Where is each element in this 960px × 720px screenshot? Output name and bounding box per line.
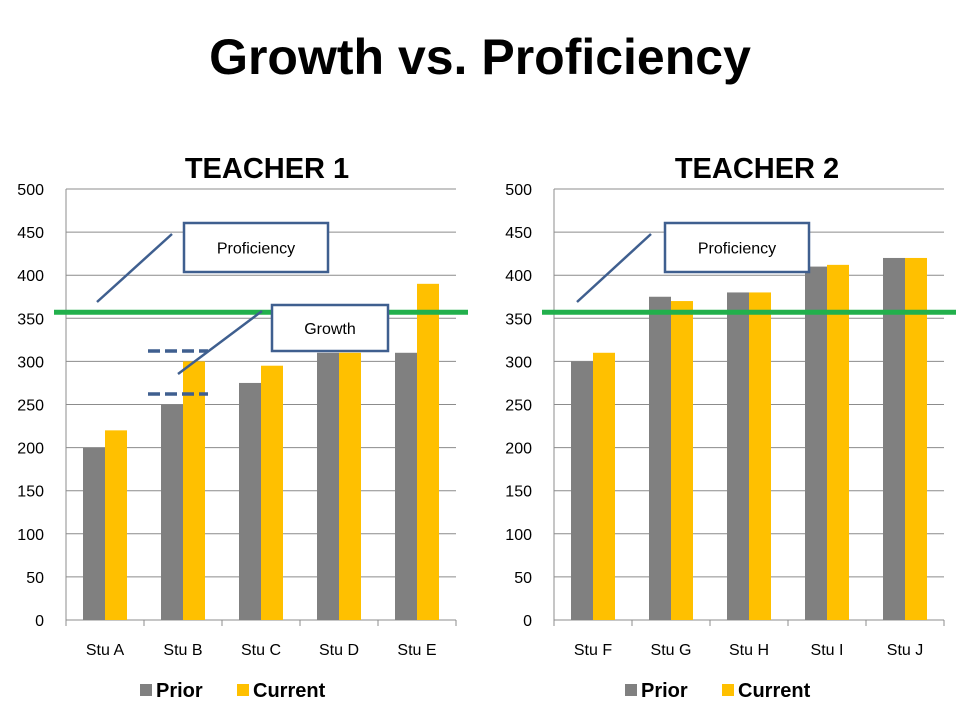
y-tick-label: 350 [505, 311, 532, 328]
x-tick-label: Stu J [887, 642, 923, 659]
y-tick-label: 100 [17, 527, 44, 544]
x-tick-label: Stu I [811, 642, 844, 659]
legend-label-prior: Prior [641, 680, 688, 702]
bar-current-stu-f [593, 352, 615, 620]
y-tick-label: 0 [35, 613, 44, 630]
x-tick-label: Stu B [163, 642, 202, 659]
y-tick-label: 50 [26, 570, 44, 587]
y-tick-label: 100 [505, 527, 532, 544]
bar-current-stu-j [905, 257, 927, 620]
y-tick-label: 250 [505, 398, 532, 415]
y-tick-label: 450 [505, 225, 532, 242]
page-title: Growth vs. Proficiency [209, 29, 751, 85]
bar-prior-stu-i [805, 266, 827, 620]
x-tick-label: Stu D [319, 642, 359, 659]
callout-label-proficiency: Proficiency [698, 241, 776, 258]
bar-current-stu-b [183, 361, 205, 620]
callout-pointer [177, 310, 263, 375]
bar-current-stu-g [671, 301, 693, 620]
x-tick-label: Stu E [397, 642, 436, 659]
callout-box [270, 303, 390, 353]
bar-prior-stu-f [571, 361, 593, 620]
y-tick-label: 300 [505, 354, 532, 371]
y-tick-label: 200 [17, 441, 44, 458]
bar-prior-stu-g [649, 296, 671, 620]
legend-label-prior: Prior [156, 680, 203, 702]
callout-pointer [96, 233, 173, 303]
y-tick-label: 150 [17, 484, 44, 501]
y-tick-label: 450 [17, 225, 44, 242]
bar-prior-stu-h [727, 292, 749, 620]
y-tick-label: 50 [514, 570, 532, 587]
y-tick-label: 200 [505, 441, 532, 458]
y-tick-label: 500 [17, 182, 44, 199]
callout-box [663, 221, 811, 274]
legend-swatch-prior [140, 684, 152, 696]
y-tick-label: 350 [17, 311, 44, 328]
bar-current-stu-h [749, 292, 771, 620]
y-tick-label: 400 [17, 268, 44, 285]
callout-box [182, 221, 330, 274]
callout-label-growth: Growth [304, 321, 356, 338]
bar-current-stu-i [827, 264, 849, 620]
legend-swatch-current [237, 684, 249, 696]
x-tick-label: Stu G [651, 642, 692, 659]
x-tick-label: Stu F [574, 642, 612, 659]
bar-prior-stu-b [161, 404, 183, 620]
bar-prior-stu-c [239, 382, 261, 620]
y-tick-label: 0 [523, 613, 532, 630]
y-tick-label: 300 [17, 354, 44, 371]
bar-prior-stu-d [317, 352, 339, 620]
legend-label-current: Current [738, 680, 811, 702]
legend-swatch-current [722, 684, 734, 696]
x-tick-label: Stu C [241, 642, 281, 659]
callout-pointer [576, 233, 652, 303]
callout-label-proficiency: Proficiency [217, 241, 295, 258]
x-tick-label: Stu A [86, 642, 125, 659]
chart-title-1: TEACHER 1 [185, 153, 349, 185]
bar-current-stu-e [417, 283, 439, 620]
y-tick-label: 500 [505, 182, 532, 199]
bar-prior-stu-a [83, 447, 105, 620]
legend-label-current: Current [253, 680, 326, 702]
bar-current-stu-d [339, 352, 361, 620]
bar-current-stu-a [105, 430, 127, 620]
bar-prior-stu-e [395, 352, 417, 620]
bar-prior-stu-j [883, 257, 905, 620]
y-tick-label: 400 [505, 268, 532, 285]
x-tick-label: Stu H [729, 642, 769, 659]
chart-title-2: TEACHER 2 [675, 153, 839, 185]
bar-current-stu-c [261, 365, 283, 620]
y-tick-label: 250 [17, 398, 44, 415]
y-tick-label: 150 [505, 484, 532, 501]
legend-swatch-prior [625, 684, 637, 696]
